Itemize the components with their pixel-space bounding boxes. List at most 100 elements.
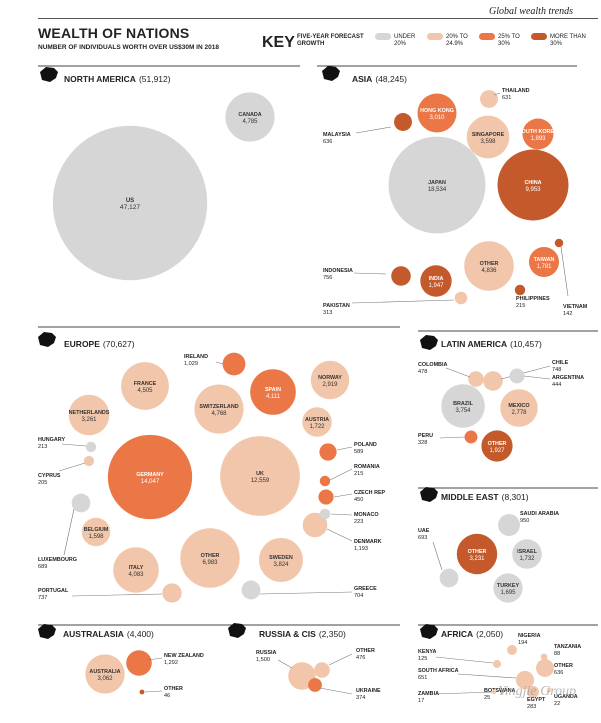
latin-america-chile-bubble xyxy=(483,371,503,391)
africa-south-africa-name: SOUTH AFRICA xyxy=(418,668,459,674)
key-swatch-25-to-30 xyxy=(479,33,495,40)
asia-taiwan-bubble xyxy=(528,246,560,278)
north-america-canada-bubble xyxy=(225,92,275,142)
europe-sweden-bubble xyxy=(259,538,303,582)
europe-spain-bubble xyxy=(250,369,296,415)
latin-america-brazil-value: 3,754 xyxy=(455,408,471,414)
africa-title: AFRICA xyxy=(441,629,473,639)
north-america-total: (51,912) xyxy=(139,74,171,84)
europe-cyprus-name: CYPRUS xyxy=(38,473,61,479)
europe-italy-name: ITALY xyxy=(129,565,144,571)
middle-east-uae-name: UAE xyxy=(418,528,430,534)
africa-tanzania-value: 88 xyxy=(554,651,560,657)
africa-other-bubble xyxy=(536,659,554,677)
europe-portugal-leader xyxy=(71,593,163,597)
europe-switzerland-value: 4,768 xyxy=(211,411,227,417)
europe-netherlands-bubble xyxy=(68,394,110,436)
latin-america-colombia-bubble xyxy=(468,371,484,387)
europe-czech-rep-name: CZECH REP xyxy=(354,490,386,496)
asia-other-value: 4,836 xyxy=(481,268,497,274)
europe-switzerland-name: SWITZERLAND xyxy=(199,404,238,410)
europe-uk-bubble xyxy=(220,436,300,516)
asia-south-korea-value: 1,893 xyxy=(530,136,546,142)
middle-east-israel-name: ISRAEL xyxy=(517,549,537,555)
latin-america-map-icon xyxy=(420,335,438,350)
europe-map-icon xyxy=(38,332,56,347)
asia-india-name: INDIA xyxy=(429,276,444,282)
europe-greece-bubble xyxy=(241,580,261,600)
europe-cyprus-bubble xyxy=(83,455,95,467)
key-swatch-under-20 xyxy=(375,33,391,40)
latin-america-peru-name: PERU xyxy=(418,433,433,439)
europe-luxembourg-value: 689 xyxy=(38,564,47,570)
australasia-australia-bubble xyxy=(85,654,125,694)
asia-malaysia-bubble xyxy=(394,113,412,131)
latin-america-chile-value: 748 xyxy=(552,367,561,373)
middle-east-title: MIDDLE EAST xyxy=(441,492,499,502)
europe-other-value: 6,983 xyxy=(202,560,218,566)
europe-cyprus-leader xyxy=(58,462,86,472)
europe-luxembourg-bubble xyxy=(71,493,91,513)
europe-poland-leader xyxy=(336,446,353,451)
north-america-map-icon xyxy=(40,67,58,82)
europe-hungary-leader xyxy=(61,443,87,447)
russia-cis-russia-value: 1,500 xyxy=(256,657,270,663)
europe-spain-value: 4,111 xyxy=(266,394,281,400)
europe-romania-name: ROMANIA xyxy=(354,464,380,470)
europe-ireland-value: 1,029 xyxy=(184,361,198,367)
africa-botswana-bubble xyxy=(499,689,505,695)
middle-east-turkey-name: TURKEY xyxy=(497,583,520,589)
europe-switzerland-bubble xyxy=(194,384,244,434)
asia-other-name: OTHER xyxy=(480,261,499,267)
europe-norway-name: NORWAY xyxy=(318,375,342,381)
russia-cis-other-name: OTHER xyxy=(356,648,375,654)
europe-cyprus-value: 205 xyxy=(38,480,47,486)
middle-east-uae-bubble xyxy=(439,568,459,588)
asia-japan-value: 18,534 xyxy=(428,187,447,193)
russia-cis-russia-name: RUSSIA xyxy=(256,650,276,656)
middle-east-saudi-arabia-bubble xyxy=(498,514,520,536)
australasia-other-name: OTHER xyxy=(164,686,183,692)
europe-germany-name: GERMANY xyxy=(136,472,164,478)
asia-thailand-leader xyxy=(493,92,501,96)
latin-america-mexico-bubble xyxy=(500,389,538,427)
middle-east-map-icon xyxy=(420,487,438,502)
europe-netherlands-value: 3,261 xyxy=(81,417,97,423)
africa-south-africa-bubble xyxy=(515,670,535,690)
africa-total: (2,050) xyxy=(476,629,503,639)
europe-italy-bubble xyxy=(113,547,159,593)
asia-philippines-bubble xyxy=(514,284,526,296)
russia-cis-ukraine-name: UKRAINE xyxy=(356,688,381,694)
brand-label: Global wealth trends xyxy=(489,6,574,17)
africa-kenya-bubble xyxy=(493,660,501,668)
europe-greece-leader xyxy=(259,591,353,595)
europe-austria-name: AUSTRIA xyxy=(305,417,329,423)
europe-ireland-leader xyxy=(215,361,224,365)
europe-other-bubble xyxy=(180,528,240,588)
europe-poland-bubble xyxy=(319,443,337,461)
middle-east-saudi-arabia-value: 950 xyxy=(520,518,529,524)
europe-france-name: FRANCE xyxy=(134,381,157,387)
australasia-australia-name: AUSTRALIA xyxy=(89,669,120,675)
russia-cis-russia-leader xyxy=(277,659,293,669)
africa-map-icon xyxy=(420,624,438,639)
africa-egypt-bubble xyxy=(527,686,539,698)
asia-hong-kong-bubble xyxy=(417,93,457,133)
asia-indonesia-name: INDONESIA xyxy=(323,268,353,274)
asia-india-bubble xyxy=(420,265,452,297)
middle-east-uae-value: 693 xyxy=(418,535,427,541)
australasia-other-bubble xyxy=(139,689,145,695)
asia-philippines-value: 215 xyxy=(516,303,525,309)
europe-czech-rep-bubble xyxy=(318,489,334,505)
europe-denmark-value: 1,193 xyxy=(354,546,368,552)
latin-america-brazil-bubble xyxy=(441,384,485,428)
page-subtitle: NUMBER OF INDIVIDUALS WORTH OVER US$30M … xyxy=(38,44,219,51)
africa-kenya-leader xyxy=(435,656,494,664)
africa-south-africa-value: 651 xyxy=(418,675,427,681)
latin-america-colombia-name: COLOMBIA xyxy=(418,362,447,368)
asia-taiwan-value: 1,781 xyxy=(536,264,552,270)
key-label-25-to-30: 25% TO 30% xyxy=(498,34,520,47)
africa-uganda-bubble xyxy=(546,687,552,693)
asia-vietnam-bubble xyxy=(554,238,564,248)
